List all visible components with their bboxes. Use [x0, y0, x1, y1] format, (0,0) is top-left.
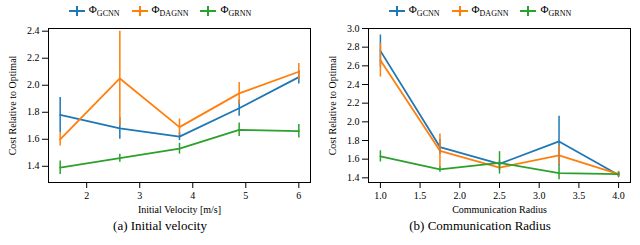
svg-text:1.8: 1.8: [27, 106, 40, 117]
svg-text:4.0: 4.0: [612, 190, 625, 201]
html-text:(b) Communication Radius: (b) Communication Radius: [409, 218, 551, 233]
html-text:(a) Initial velocity: (a) Initial velocity: [113, 218, 207, 233]
svg-text:3.0: 3.0: [533, 190, 546, 201]
svg-text:Communication Radius: Communication Radius: [452, 204, 547, 215]
svg-text:3: 3: [137, 190, 142, 201]
html-text:ΦDAGNN: ΦDAGNN: [471, 3, 509, 19]
svg-text:6: 6: [296, 190, 301, 201]
svg-text:2.0: 2.0: [454, 190, 467, 201]
svg-text:2.0: 2.0: [347, 116, 360, 127]
svg-text:1.6: 1.6: [347, 153, 360, 164]
svg-text:2.0: 2.0: [27, 79, 40, 90]
svg-text:2.2: 2.2: [347, 97, 360, 108]
html-text:ΦGRNN: ΦGRNN: [540, 3, 572, 19]
svg-text:3.0: 3.0: [347, 23, 360, 34]
html-text:ΦGCNN: ΦGCNN: [408, 3, 440, 19]
html-text:ΦDAGNN: ΦDAGNN: [151, 3, 189, 19]
svg-text:Initial Velocity [m/s]: Initial Velocity [m/s]: [138, 204, 221, 215]
svg-text:4: 4: [190, 190, 195, 201]
svg-text:Cost Relative to Optimal: Cost Relative to Optimal: [7, 55, 18, 155]
svg-text:1.5: 1.5: [414, 190, 427, 201]
svg-text:1.8: 1.8: [347, 135, 360, 146]
svg-text:1.4: 1.4: [347, 172, 360, 183]
svg-text:1.0: 1.0: [374, 190, 387, 201]
svg-text:2.4: 2.4: [27, 25, 40, 36]
svg-text:1.6: 1.6: [27, 133, 40, 144]
svg-text:2.6: 2.6: [347, 60, 360, 71]
svg-text:3.5: 3.5: [573, 190, 586, 201]
svg-text:5: 5: [243, 190, 248, 201]
svg-text:2: 2: [84, 190, 89, 201]
svg-text:2.8: 2.8: [347, 41, 360, 52]
html-text:ΦGCNN: ΦGCNN: [88, 3, 120, 19]
svg-text:1.4: 1.4: [27, 160, 40, 171]
svg-text:2.4: 2.4: [347, 79, 360, 90]
svg-text:2.2: 2.2: [27, 52, 40, 63]
html-text:ΦGRNN: ΦGRNN: [220, 3, 252, 19]
svg-text:2.5: 2.5: [493, 190, 506, 201]
svg-text:Cost Relative to Optimal: Cost Relative to Optimal: [327, 55, 338, 155]
